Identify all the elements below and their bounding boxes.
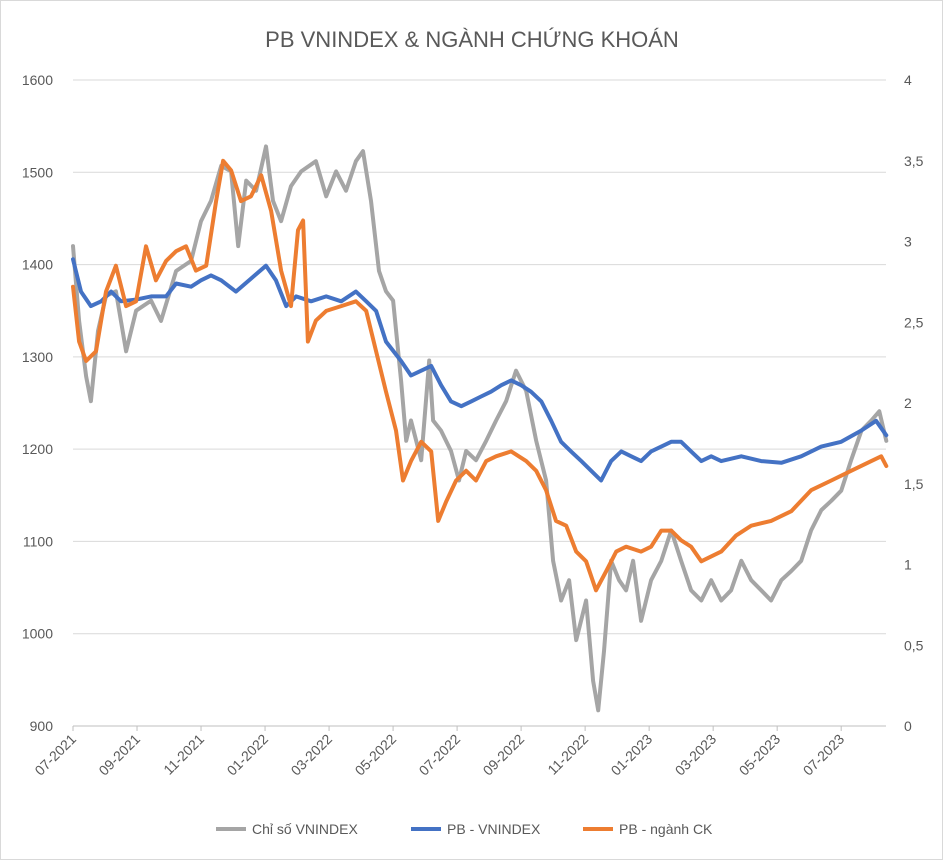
x-tick-label: 03-2022 [288,731,336,779]
y-left-tick-label: 1400 [22,257,53,273]
y-left-tick-label: 900 [30,718,54,734]
x-tick-label: 09-2021 [95,731,143,779]
y-left-tick-label: 1200 [22,441,53,457]
legend-label: Chỉ số VNINDEX [252,821,358,837]
x-tick-label: 01-2023 [608,731,656,779]
series-line-ch-s-vnindex [71,144,889,713]
y-left-tick-label: 1100 [23,533,53,549]
x-tick-label: 03-2023 [672,731,720,779]
x-tick-label: 05-2022 [352,731,400,779]
y-right-tick-label: 2,5 [904,314,924,330]
y-left-tick-label: 1500 [22,164,53,180]
chart-title: PB VNINDEX & NGÀNH CHỨNG KHOÁN [265,27,679,52]
y-right-tick-label: 3,5 [904,153,924,169]
legend-label: PB - VNINDEX [447,821,541,837]
y-right-tick-label: 0 [904,718,912,734]
y-left-tick-label: 1000 [22,626,53,642]
y-right-tick-label: 4 [904,72,912,88]
y-right-tick-label: 1,5 [904,476,924,492]
x-tick-label: 07-2023 [800,731,848,779]
series-line-pb-ng-nh-ck [71,158,889,593]
x-tick-label: 09-2022 [480,731,528,779]
y-right-tick-label: 0,5 [904,637,924,653]
y-left-tick-label: 1600 [22,72,53,88]
legend-label: PB - ngành CK [619,821,713,837]
x-tick-label: 11-2021 [160,731,207,778]
y-right-tick-label: 2 [904,395,912,411]
x-tick-label: 05-2023 [736,731,784,779]
x-tick-label: 07-2022 [416,731,464,779]
x-tick-label: 11-2022 [544,731,591,778]
series-line-pb-vnindex [71,257,889,483]
y-right-tick-label: 1 [904,557,912,573]
y-left-tick-label: 1300 [22,349,53,365]
y-right-tick-label: 3 [904,234,912,250]
x-tick-label: 01-2022 [224,731,272,779]
x-tick-label: 07-2021 [31,731,79,779]
